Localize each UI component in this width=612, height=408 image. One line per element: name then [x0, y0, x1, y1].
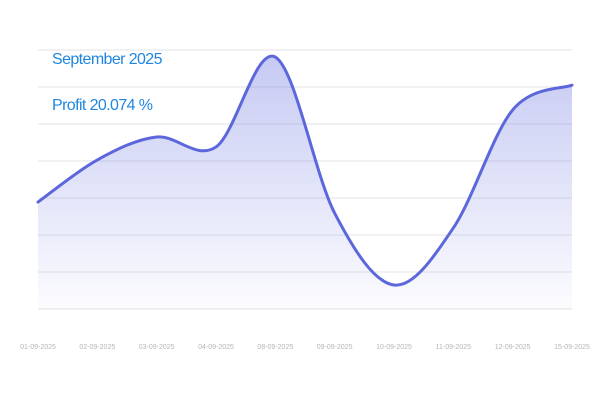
- chart-title: September 2025: [52, 51, 163, 68]
- x-tick-label: 10-09-2025: [376, 344, 412, 351]
- x-tick-label: 12-09-2025: [495, 344, 531, 351]
- area: [38, 56, 572, 309]
- plot: [36, 54, 574, 309]
- chart-subtitle: Profit 20.074 %: [52, 97, 153, 114]
- x-tick-label: 02-09-2025: [79, 344, 115, 351]
- x-tick-label: 15-09-2025: [554, 344, 590, 351]
- x-tick-label: 04-09-2025: [198, 344, 234, 351]
- line: [36, 54, 574, 287]
- x-tick-label: 01-09-2025: [20, 344, 56, 351]
- x-tick-label: 08-09-2025: [257, 344, 293, 351]
- x-tick-label: 03-09-2025: [139, 344, 175, 351]
- x-tick-label: 09-09-2025: [317, 344, 353, 351]
- x-tick-label: 11-09-2025: [436, 344, 471, 351]
